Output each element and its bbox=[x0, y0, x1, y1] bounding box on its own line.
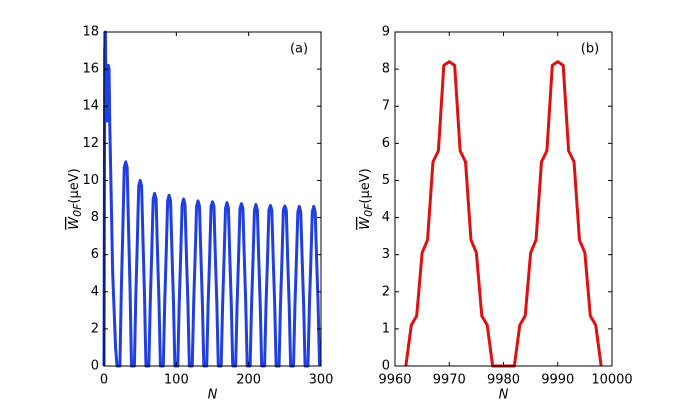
plot-frame bbox=[103, 31, 322, 367]
y-tick-label: 4 bbox=[91, 284, 99, 299]
y-tick-label: 8 bbox=[91, 210, 99, 225]
x-axis-label: N bbox=[208, 388, 218, 403]
y-tick-label: 14 bbox=[82, 99, 99, 114]
y-tick-label: 0 bbox=[382, 359, 390, 374]
y-tick-label: 12 bbox=[82, 136, 99, 151]
y-axis-label: W0F(μeV) bbox=[67, 168, 85, 230]
y-label-symbol: W bbox=[67, 216, 82, 230]
panel-label: (a) bbox=[290, 42, 308, 57]
x-tick-label: 9980 bbox=[487, 373, 520, 388]
y-tick-label: 2 bbox=[91, 321, 99, 336]
panel-label: (b) bbox=[581, 42, 599, 57]
y-tick-label: 18 bbox=[82, 25, 99, 40]
data-line bbox=[102, 30, 322, 368]
y-tick-label: 6 bbox=[382, 136, 390, 151]
x-tick-label: 9970 bbox=[433, 373, 466, 388]
x-tick-label: 200 bbox=[236, 373, 261, 388]
x-tick-label: 9990 bbox=[541, 373, 574, 388]
y-label-symbol: W bbox=[358, 216, 373, 230]
x-tick-label: 100 bbox=[164, 373, 189, 388]
x-axis-label: N bbox=[499, 388, 509, 403]
y-tick-label: 16 bbox=[82, 62, 99, 77]
x-tick-label: 0 bbox=[100, 373, 108, 388]
y-label-unit: (μeV) bbox=[67, 168, 82, 203]
y-tick-label: 1 bbox=[382, 321, 390, 336]
x-tick-label: 9960 bbox=[378, 373, 411, 388]
y-label-subscript: 0F bbox=[362, 203, 375, 217]
y-tick-label: 0 bbox=[91, 359, 99, 374]
y-tick-label: 6 bbox=[91, 247, 99, 262]
y-tick-label: 10 bbox=[82, 173, 99, 188]
y-tick-label: 2 bbox=[382, 284, 390, 299]
y-tick-label: 4 bbox=[382, 210, 390, 225]
data-line bbox=[404, 60, 603, 368]
plot-frame bbox=[394, 31, 613, 367]
y-label-unit: (μeV) bbox=[358, 168, 373, 203]
y-tick-label: 7 bbox=[382, 99, 390, 114]
y-tick-label: 9 bbox=[382, 25, 390, 40]
y-tick-label: 5 bbox=[382, 173, 390, 188]
x-tick-label: 300 bbox=[309, 373, 334, 388]
y-axis-label: W0F(μeV) bbox=[358, 168, 376, 230]
y-tick-label: 8 bbox=[382, 62, 390, 77]
y-label-subscript: 0F bbox=[71, 203, 84, 217]
y-tick-label: 3 bbox=[382, 247, 390, 262]
x-tick-label: 10000 bbox=[591, 373, 632, 388]
